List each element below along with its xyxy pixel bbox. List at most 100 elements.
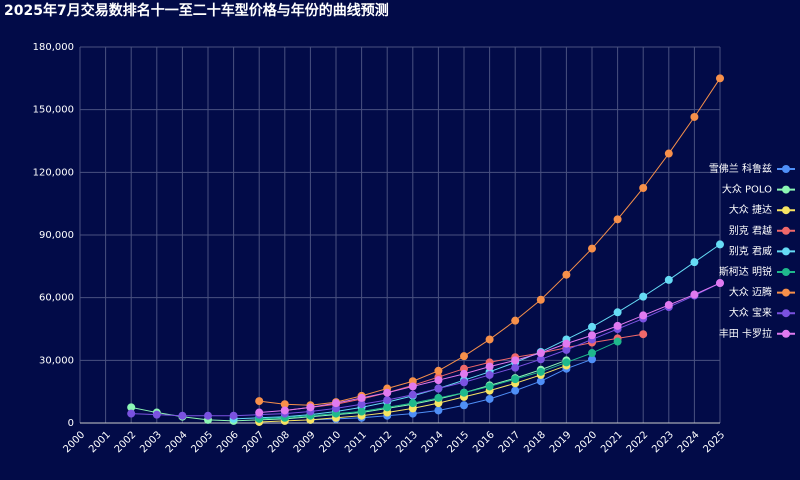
data-point: [485, 335, 494, 344]
data-point: [357, 400, 366, 409]
data-point: [562, 358, 571, 367]
data-point: [280, 400, 289, 409]
data-point: [716, 74, 724, 83]
data-point: [485, 382, 494, 391]
series-line: [131, 282, 721, 417]
data-point: [408, 390, 417, 399]
legend-marker: [782, 206, 790, 215]
y-tick-label: 120,000: [33, 167, 74, 178]
data-point: [690, 112, 699, 121]
data-point: [408, 399, 417, 408]
data-point: [383, 396, 392, 405]
data-point: [229, 411, 238, 420]
y-tick-label: 60,000: [39, 293, 74, 304]
x-tick-label: 2008: [266, 429, 292, 455]
data-point: [588, 355, 596, 364]
data-point: [536, 349, 545, 358]
data-point: [664, 149, 673, 158]
data-point: [460, 352, 468, 361]
legend-marker: [782, 247, 790, 256]
x-tick-label: 2010: [317, 429, 343, 455]
legend-label: 大众 捷达: [729, 203, 772, 216]
x-tick-label: 2024: [676, 429, 702, 455]
data-point: [639, 292, 648, 301]
data-point: [178, 411, 187, 420]
data-point: [511, 375, 520, 384]
x-tick-label: 2000: [61, 429, 87, 455]
data-point: [562, 339, 571, 348]
data-point: [434, 376, 443, 385]
data-point: [511, 363, 520, 372]
legend-label: 别克 君越: [729, 224, 772, 237]
data-point: [536, 367, 545, 376]
data-point: [383, 403, 392, 412]
x-tick-label: 2002: [113, 429, 139, 455]
x-tick-label: 2003: [138, 429, 164, 455]
data-point: [562, 270, 571, 279]
legend-label: 大众 POLO: [722, 183, 772, 196]
data-point: [613, 215, 622, 224]
data-point: [588, 331, 596, 340]
data-point: [716, 279, 724, 288]
legend-label: 大众 迈腾: [729, 286, 772, 299]
data-point: [690, 290, 699, 299]
data-point: [639, 311, 648, 320]
data-point: [152, 410, 161, 419]
data-point: [536, 355, 545, 364]
series-line: [131, 359, 567, 422]
x-tick-label: 2014: [420, 429, 446, 455]
data-point: [716, 240, 724, 249]
legend-marker: [782, 185, 790, 194]
data-point: [562, 345, 571, 354]
x-tick-label: 2012: [369, 429, 395, 455]
legend-label: 雪佛兰 科鲁兹: [709, 162, 772, 175]
data-point: [460, 401, 468, 410]
data-point: [536, 377, 545, 386]
x-tick-label: 2011: [343, 429, 369, 455]
x-tick-label: 2025: [701, 429, 727, 455]
x-tick-label: 2009: [292, 429, 318, 455]
data-point: [204, 411, 212, 420]
x-tick-label: 2021: [599, 429, 625, 455]
data-point: [536, 295, 545, 304]
data-point: [434, 384, 443, 393]
data-point: [588, 322, 596, 331]
data-point: [639, 184, 648, 192]
x-tick-label: 2005: [189, 429, 215, 455]
data-point: [357, 393, 366, 402]
data-point: [639, 330, 648, 339]
data-point: [511, 386, 520, 395]
data-point: [664, 300, 673, 309]
series-line: [310, 358, 593, 421]
x-tick-label: 2004: [164, 429, 190, 455]
data-point: [588, 244, 596, 253]
data-point: [332, 399, 340, 408]
data-point: [306, 403, 315, 412]
x-tick-label: 2017: [497, 429, 523, 455]
legend-marker: [782, 268, 790, 276]
data-point: [255, 397, 264, 406]
data-point: [690, 258, 699, 267]
x-tick-label: 2020: [573, 429, 599, 455]
data-point: [460, 369, 468, 378]
data-point: [357, 407, 366, 416]
data-point: [127, 403, 136, 412]
legend-marker: [782, 165, 790, 173]
data-point: [434, 393, 443, 402]
data-point: [434, 366, 443, 375]
chart-title: 2025年7月交易数排名十一至二十车型价格与年份的曲线预测: [4, 2, 389, 19]
y-tick-label: 150,000: [33, 105, 74, 116]
data-point: [127, 409, 136, 418]
data-point: [383, 388, 392, 397]
x-tick-label: 2013: [394, 429, 420, 455]
data-point: [664, 275, 673, 284]
y-tick-label: 30,000: [39, 355, 74, 366]
data-point: [434, 406, 443, 415]
x-tick-label: 2006: [215, 429, 241, 455]
series-line: [233, 243, 721, 420]
legend-marker: [782, 226, 790, 235]
data-point: [485, 370, 494, 379]
x-tick-label: 2001: [87, 429, 113, 455]
